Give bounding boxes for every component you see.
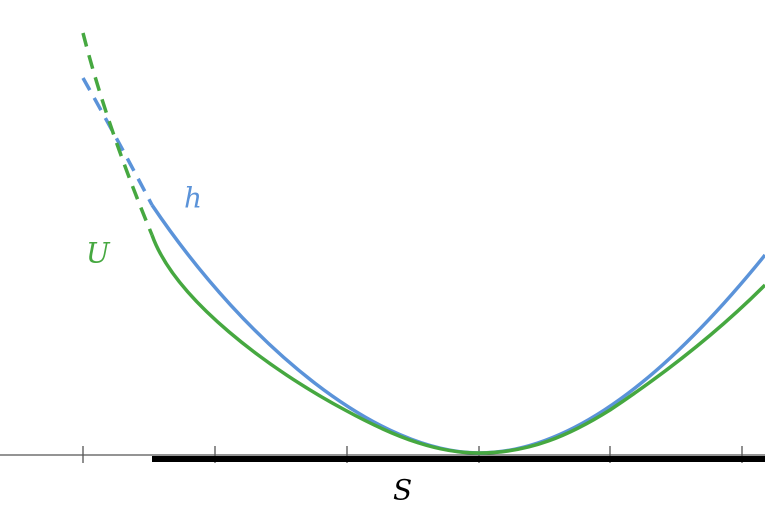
curve-u <box>150 234 765 455</box>
curve-h-dashed <box>81 77 154 206</box>
label-h: h <box>184 182 202 215</box>
curve-h <box>150 204 765 455</box>
curve-u-dashed <box>81 32 154 236</box>
label-s: S <box>393 474 412 507</box>
label-u: U <box>86 237 111 270</box>
